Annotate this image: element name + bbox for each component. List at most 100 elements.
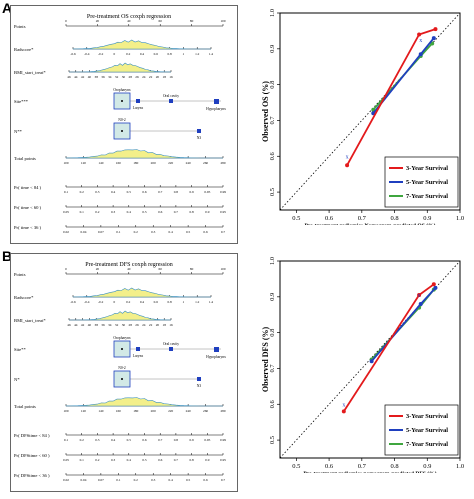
tick-label: 0.2 [80, 190, 85, 194]
tick-label: 32 [115, 75, 119, 79]
tick-label: 0.3 [95, 190, 100, 194]
tick-label: 0.3 [151, 230, 156, 234]
category-label: Hypopharynx [206, 355, 226, 359]
tick-label: 20 [96, 267, 100, 271]
error-mark: x [342, 402, 345, 408]
tick-label: 0.2 [134, 478, 139, 482]
tick-label: 34 [108, 75, 112, 79]
tick-label: 0.7 [158, 190, 163, 194]
tick-label: 200 [151, 409, 156, 413]
category-label: N3 [197, 384, 202, 388]
tick-label: 0.5 [127, 190, 132, 194]
tick-label: 0.9 [189, 438, 194, 442]
tick-label: 36 [101, 75, 105, 79]
category-point [121, 378, 123, 380]
tick-label: 180 [133, 161, 138, 165]
legend-label: 5-Year Survival [406, 427, 448, 434]
tick-label: 0.5 [142, 458, 147, 462]
panel-a: A Pre-treatment OS coxph regression Point… [0, 0, 474, 246]
calibration-chart: 0.5 0.6 0.7 0.8 0.9 1.0 0.5 0.6 0.7 0.8 0.9 1.0 Pre-… [261, 257, 464, 477]
nomogram: Pre-treatment DFS coxph regression Points… [14, 262, 226, 482]
data-point [418, 52, 423, 57]
tick-label: 0.1 [64, 438, 69, 442]
tick-label: 46 [67, 75, 71, 79]
tick-label: 44 [74, 75, 78, 79]
density-curve [72, 287, 211, 298]
tick-label: 0.95 [220, 210, 226, 214]
calibration-box: 0.5 0.6 0.7 0.8 0.9 1.0 0.5 0.6 0.7 0.8 0.9 1.0 Pre-… [260, 5, 470, 229]
tick-label: 0.07 [98, 230, 104, 234]
tick-label: 260 [203, 409, 208, 413]
tick-label: 0.1 [80, 210, 85, 214]
tick-label: 0.4 [127, 458, 132, 462]
tick-label: 260 [203, 161, 208, 165]
tick-label: 160 [116, 409, 121, 413]
x-tick-label: 0.7 [358, 215, 367, 222]
tick-label: 0.6 [142, 190, 147, 194]
tick-label: 0.04 [80, 478, 86, 482]
tick-label: 1.4 [209, 300, 214, 304]
tick-label: 240 [186, 161, 191, 165]
data-point [345, 163, 350, 168]
tick-label: 0 [65, 19, 67, 23]
legend-label: 7-Year Survival [406, 193, 448, 200]
category-label: N0-2 [118, 366, 126, 370]
y-axis-label: Observed DFS (%) [261, 327, 270, 393]
data-point [431, 282, 436, 287]
tick-label: 28 [129, 323, 133, 327]
panel-b: B Pre-treatment DFS coxph regression Poin… [0, 248, 474, 494]
tick-label: 0.4 [111, 190, 116, 194]
tick-label: 42 [81, 75, 85, 79]
reference-diagonal [279, 12, 461, 211]
x-tick-label: 1.0 [456, 463, 464, 470]
x-axis-label: Pre-treatment radiomics nomogram-predict… [303, 470, 436, 473]
row-label: Site** [14, 347, 26, 352]
tick-label: 0.8 [167, 300, 172, 304]
tick-label: 28 [129, 75, 133, 79]
row-label: Pr( DFStime < 36 ) [14, 473, 50, 478]
tick-label: 0.95 [220, 458, 226, 462]
tick-label: 20 [96, 19, 100, 23]
x-tick-label: 0.7 [358, 463, 367, 470]
row-label: BMI_start_treat* [14, 318, 46, 323]
nomogram-title: Pre-treatment OS coxph regression [87, 14, 171, 20]
row-label: N** [14, 129, 23, 134]
nomogram: Pre-treatment OS coxph regression Points 0… [14, 14, 226, 234]
data-point [341, 409, 346, 414]
tick-label: 40 [127, 267, 131, 271]
tick-label: 100 [63, 161, 68, 165]
nomogram-title: Pre-treatment DFS coxph regression [85, 262, 172, 268]
x-axis-label: Pre-treatment radiomics Nomogram-predict… [304, 222, 435, 225]
tick-label: -0.4 [84, 300, 90, 304]
row-label: Points [14, 24, 26, 29]
tick-label: 0.2 [80, 438, 85, 442]
tick-label: 30 [122, 75, 126, 79]
row-label: Radscore* [14, 295, 34, 300]
tick-label: 0.02 [63, 478, 69, 482]
x-tick-label: 0.9 [423, 215, 431, 222]
tick-label: 0.2 [134, 230, 139, 234]
tick-label: 0.5 [186, 230, 191, 234]
data-point [431, 36, 436, 41]
tick-label: 0.6 [154, 52, 159, 56]
category-box [136, 99, 140, 103]
tick-label: 40 [88, 323, 92, 327]
y-tick-label: 0.5 [269, 436, 276, 444]
tick-label: 46 [67, 323, 71, 327]
x-tick-label: 0.8 [390, 215, 398, 222]
tick-label: -0.4 [84, 52, 90, 56]
tick-label: 0.5 [127, 438, 132, 442]
tick-label: 0.1 [116, 478, 121, 482]
row-label: N* [14, 377, 20, 382]
tick-label: 0.6 [203, 230, 208, 234]
series-line [346, 28, 436, 166]
row-label: Pr( time < 60 ) [14, 205, 42, 210]
tick-label: 0 [114, 300, 116, 304]
x-tick-label: 0.9 [423, 463, 431, 470]
calibration-box: 0.5 0.6 0.7 0.8 0.9 1.0 0.5 0.6 0.7 0.8 0.9 1.0 Pre-… [260, 253, 470, 477]
nomogram-box: Pre-treatment OS coxph regression Points 0… [10, 5, 238, 244]
y-tick-label: 0.7 [269, 364, 276, 373]
y-tick-label: 1.0 [269, 9, 276, 17]
tick-label: 0.05 [63, 210, 69, 214]
density-curve [65, 149, 223, 159]
